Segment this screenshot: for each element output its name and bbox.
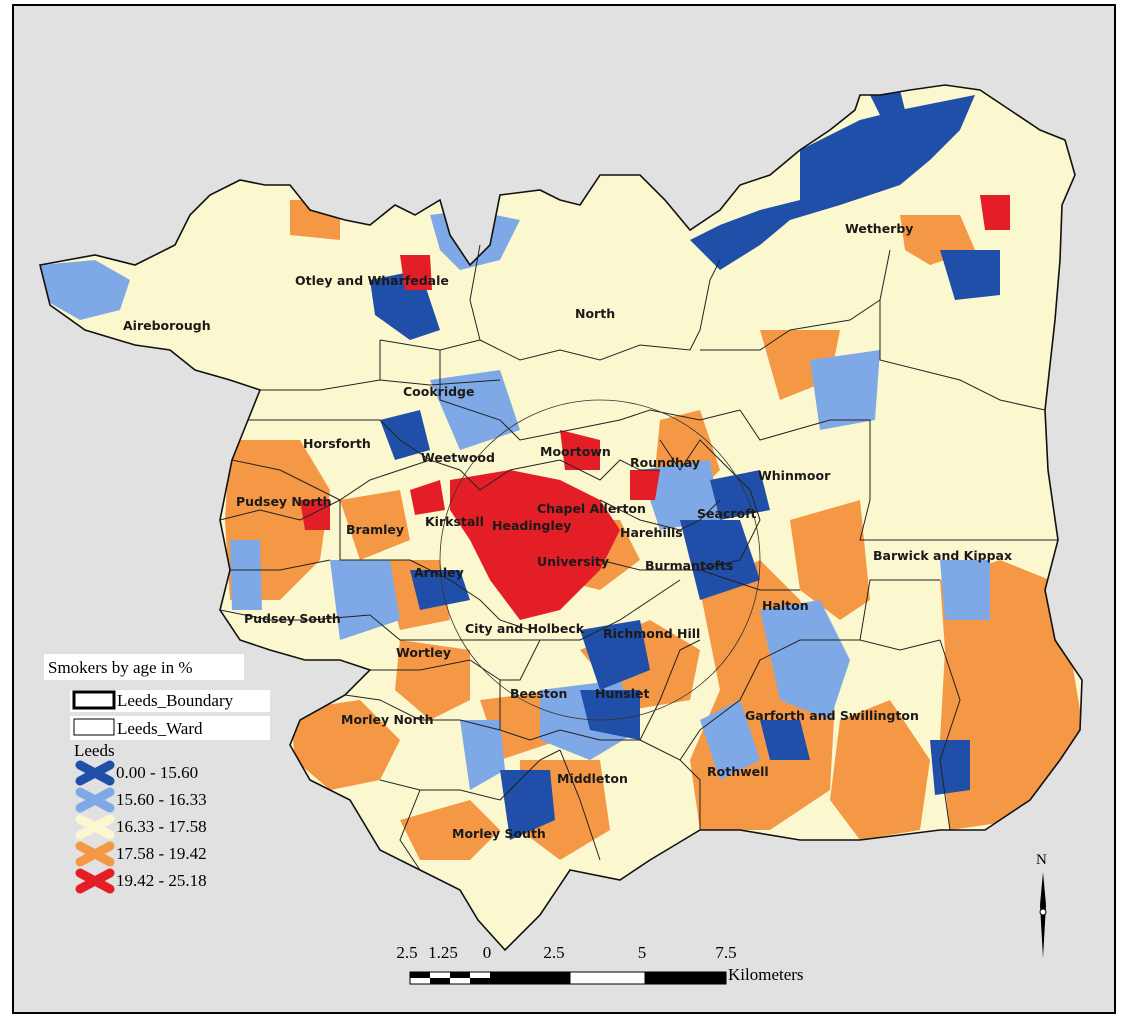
legend-class-swatch xyxy=(75,787,115,813)
legend-layer-label: Leeds xyxy=(74,741,115,760)
ward-label: Beeston xyxy=(510,686,567,701)
scale-seg xyxy=(410,972,430,978)
north-arrow: N xyxy=(1036,852,1047,958)
ward-label: Middleton xyxy=(557,771,628,786)
north-arrow-hub xyxy=(1039,908,1047,916)
scale-tick-labels: 2.5 1.25 0 2.5 5 7.5 xyxy=(396,943,736,962)
north-arrow-label: N xyxy=(1036,852,1047,868)
legend-class-swatch xyxy=(75,841,115,867)
ward-label: Wetherby xyxy=(845,221,913,236)
legend-ward-swatch xyxy=(73,718,115,736)
ward-label: Armley xyxy=(414,565,464,580)
scale-seg xyxy=(470,978,490,984)
legend-title: Smokers by age in % xyxy=(48,658,192,677)
legend-classes: 0.00 - 15.60 15.60 - 16.33 16.33 - 17.58 17… xyxy=(75,760,207,894)
legend-class-label: 15.60 - 16.33 xyxy=(116,790,207,809)
ward-label: Halton xyxy=(762,598,809,613)
legend-class-swatch xyxy=(75,868,115,894)
ward-boundaries xyxy=(219,244,1058,871)
scale-tick-label: 2.5 xyxy=(543,943,564,962)
scale-seg xyxy=(645,972,726,984)
ward-label: Horsforth xyxy=(303,436,371,451)
ward-label: Whinmoor xyxy=(758,468,831,483)
scale-unit: Kilometers xyxy=(728,965,804,984)
scale-bar: 2.5 1.25 0 2.5 5 7.5 Kilometers xyxy=(396,943,804,985)
scale-tick-label: 7.5 xyxy=(715,943,736,962)
legend-class-label: 16.33 - 17.58 xyxy=(116,817,207,836)
ward-label: Rothwell xyxy=(707,764,769,779)
ward-label: Cookridge xyxy=(403,384,474,399)
ward-label: Roundhay xyxy=(630,455,700,470)
inner-ring-outline xyxy=(439,399,761,721)
ward-labels: Wetherby Otley and Wharfedale North Aire… xyxy=(123,221,1012,841)
scale-tick-label: 0 xyxy=(483,943,492,962)
legend-title-box xyxy=(44,654,244,680)
scale-tick-label: 5 xyxy=(638,943,647,962)
legend-boundary-swatch xyxy=(72,690,116,710)
ward-label: Chapel Allerton xyxy=(537,501,646,516)
legend-class-label: 0.00 - 15.60 xyxy=(116,763,198,782)
legend-class-label: 19.42 - 25.18 xyxy=(116,871,207,890)
legend-class-swatch xyxy=(75,814,115,840)
leeds-boundary xyxy=(39,84,1083,952)
legend: Smokers by age in % Leeds_Boundary Leeds… xyxy=(44,654,270,894)
ward-label: Richmond Hill xyxy=(603,626,700,641)
ward-label: City and Holbeck xyxy=(465,621,585,636)
ward-label: University xyxy=(537,554,609,569)
ward-label: Pudsey North xyxy=(236,494,332,509)
ward-label: Morley South xyxy=(452,826,546,841)
ward-label: Morley North xyxy=(341,712,434,727)
scale-tick-label: 2.5 xyxy=(396,943,417,962)
ward-label: Bramley xyxy=(346,522,404,537)
ward-label: Garforth and Swillington xyxy=(745,708,919,723)
ward-label: Weetwood xyxy=(421,450,495,465)
scale-seg xyxy=(569,971,646,985)
scale-seg xyxy=(490,972,570,984)
ward-label: Otley and Wharfedale xyxy=(295,273,449,288)
ward-label: Burmantofts xyxy=(645,558,733,573)
ward-label: Seacroft xyxy=(697,506,757,521)
ward-label: North xyxy=(575,306,615,321)
ward-label: Moortown xyxy=(540,444,611,459)
legend-boundary-box xyxy=(70,690,270,712)
legend-class-swatch xyxy=(75,760,115,786)
ward-label: Harehills xyxy=(620,525,683,540)
ward-label: Aireborough xyxy=(123,318,211,333)
ward-label: Hunslet xyxy=(595,686,649,701)
ward-label: Pudsey South xyxy=(244,611,341,626)
ward-label: Barwick and Kippax xyxy=(873,548,1012,563)
ward-label: Wortley xyxy=(396,645,451,660)
legend-ward-label: Leeds_Ward xyxy=(117,719,203,738)
scale-seg xyxy=(430,978,450,984)
ward-label: Headingley xyxy=(492,518,571,533)
legend-boundary-label: Leeds_Boundary xyxy=(117,691,234,710)
scale-seg xyxy=(450,972,470,978)
legend-class-label: 17.58 - 19.42 xyxy=(116,844,207,863)
ward-label: Kirkstall xyxy=(425,514,484,529)
scale-tick-label: 1.25 xyxy=(428,943,458,962)
